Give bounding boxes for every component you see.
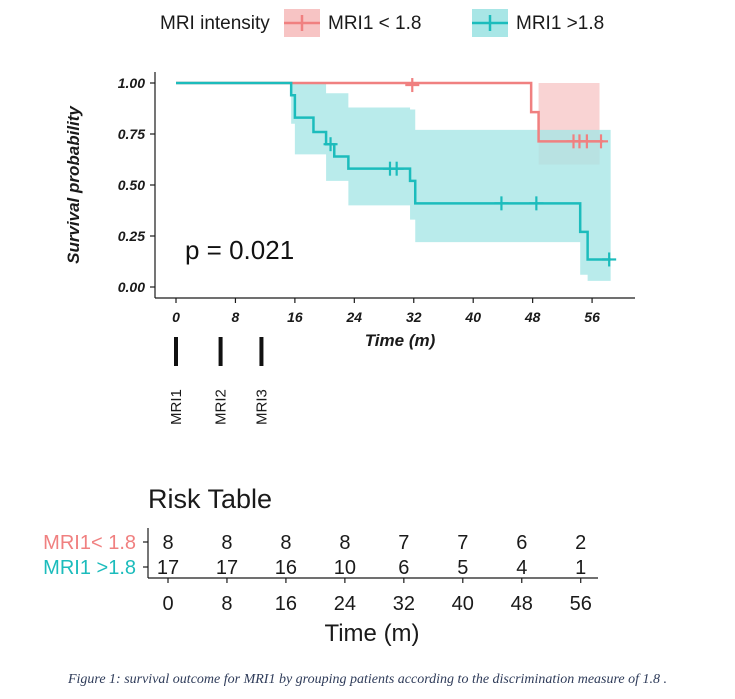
risk-cell: 8 [339,532,350,554]
risk-x-tick-label: 48 [511,593,533,615]
censor-mark [323,137,338,152]
ci-band-high [291,83,611,281]
x-tick-label: 24 [346,309,363,325]
risk-x-tick-label: 24 [334,593,356,615]
x-axis-title: Time (m) [365,331,436,350]
survival-curves [176,81,611,261]
y-tick-label: 0.00 [118,279,145,295]
risk-cell: 6 [398,557,409,579]
x-tick-label: 48 [524,309,541,325]
censor-mark [602,252,617,267]
censor-mark [494,196,509,211]
risk-cell: 8 [280,532,291,554]
censor-mark [579,134,594,149]
risk-cell: 10 [334,557,356,579]
survival-curve-low [176,81,604,143]
censor-mark [405,78,420,93]
x-tick-label: 32 [406,309,422,325]
risk-cell: 4 [516,557,527,579]
x-tick-label: 56 [584,309,600,325]
risk-cell: 2 [575,532,586,554]
risk-x-tick-label: 32 [393,593,415,615]
risk-cell: 7 [457,532,468,554]
risk-cell: 5 [457,557,468,579]
x-tick-label: 40 [464,309,481,325]
risk-cell: 7 [398,532,409,554]
censor-mark [593,134,608,149]
risk-cell: 8 [221,532,232,554]
y-axis-title: Survival probability [64,105,83,264]
legend-label-low: MRI1 < 1.8 [328,13,421,34]
risk-x-tick-label: 0 [162,593,173,615]
risk-x-tick-label: 8 [221,593,232,615]
event-marker-label: MRI1 [168,389,185,425]
risk-row-label: MRI1< 1.8 [43,532,136,554]
y-tick-label: 0.75 [118,126,145,142]
p-value-annotation: p = 0.021 [185,235,294,265]
confidence-bands [291,83,611,281]
event-marker-label: MRI2 [213,389,230,425]
y-tick-label: 0.25 [118,228,145,244]
y-tick-label: 0.50 [118,177,145,193]
x-tick-label: 0 [172,309,180,325]
risk-table-x-title: Time (m) [324,620,419,647]
y-axis-ticks: 0.00 0.25 0.50 0.75 1.00 [118,75,155,295]
survival-curve-high [176,81,611,261]
risk-cell: 1 [575,557,586,579]
risk-x-tick-label: 56 [570,593,592,615]
figure-caption: Figure 1: survival outcome for MRI1 by g… [67,672,668,687]
x-tick-label: 16 [287,309,303,325]
mri-event-markers: MRI1 MRI2 MRI3 [168,337,270,425]
x-axis-ticks: 0 8 16 24 32 40 48 56 [172,298,600,325]
risk-cell: 6 [516,532,527,554]
censor-marks [323,78,617,267]
risk-cell: 17 [216,557,238,579]
risk-cell: 16 [275,557,297,579]
risk-x-tick-label: 16 [275,593,297,615]
risk-cell: 8 [162,532,173,554]
risk-x-tick-label: 40 [452,593,474,615]
risk-cell: 17 [157,557,179,579]
risk-row-label: MRI1 >1.8 [43,557,136,579]
y-tick-label: 1.00 [118,75,145,91]
risk-table: Risk Table MRI1< 1.8 8 8 8 8 7 7 6 2 MRI1 >1.8 17 1… [43,484,598,647]
legend: MRI intensity MRI1 < 1.8 MRI1 >1.8 [160,9,604,37]
censor-mark [389,161,404,176]
risk-table-title: Risk Table [148,484,272,514]
event-marker-label: MRI3 [253,389,270,425]
plot-area: 0.00 0.25 0.50 0.75 1.00 0 8 16 24 32 40 48 56 Surv… [64,72,635,350]
x-tick-label: 8 [232,309,240,325]
risk-table-x-ticks: 0 8 16 24 32 40 48 56 [162,578,592,615]
ci-band-low [293,83,600,196]
legend-title: MRI intensity [160,13,270,34]
risk-table-rows: MRI1< 1.8 8 8 8 8 7 7 6 2 MRI1 >1.8 17 17 16 10 6 5 4 1 [43,532,586,579]
legend-label-high: MRI1 >1.8 [516,13,604,34]
censor-mark [529,196,544,211]
